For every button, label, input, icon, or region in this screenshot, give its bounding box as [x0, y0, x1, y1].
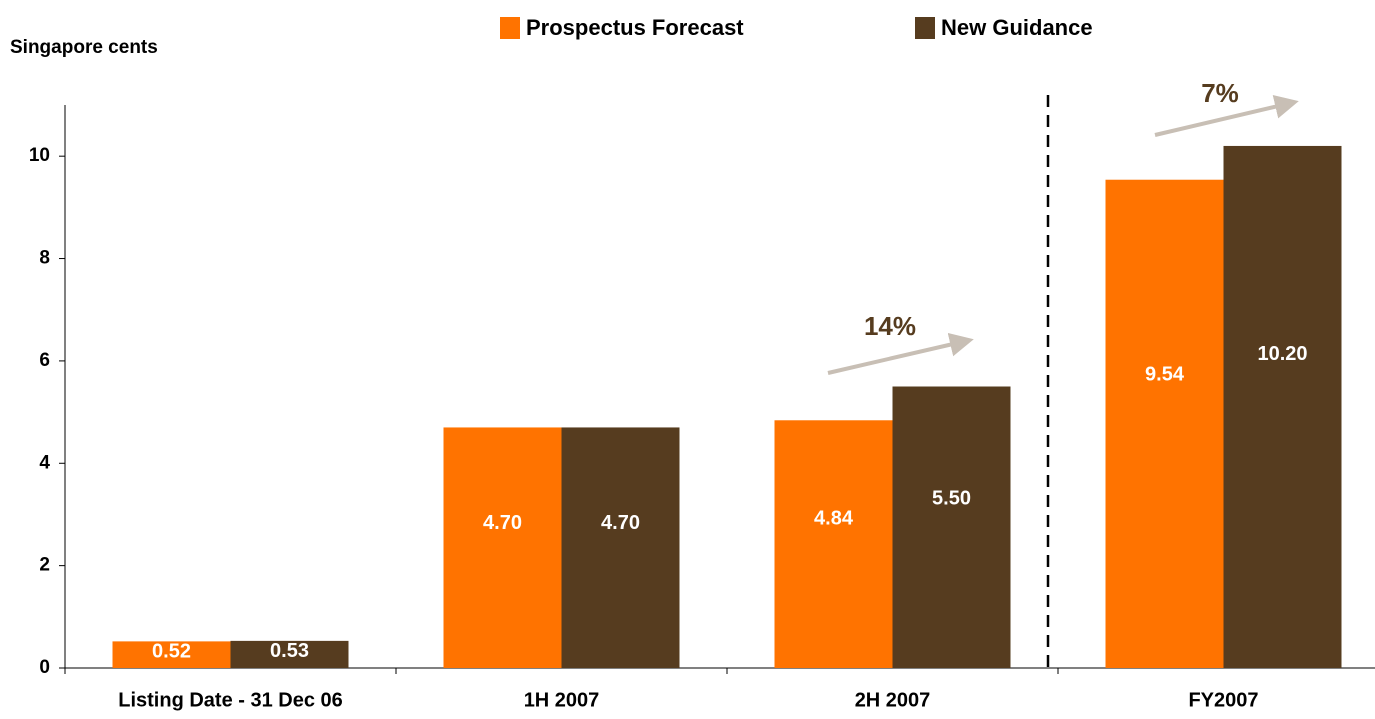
y-tick-label: 4: [39, 452, 50, 473]
bar: [1105, 179, 1224, 668]
bar: [1223, 145, 1342, 669]
x-tick-label: FY2007: [1188, 689, 1258, 711]
bar: [112, 641, 231, 668]
value-label: 4.70: [601, 512, 640, 534]
bar: [774, 420, 893, 668]
value-label: 4.70: [483, 512, 522, 534]
legend-label: New Guidance: [941, 15, 1093, 40]
bar: [230, 640, 349, 668]
y-tick-label: 2: [39, 555, 50, 576]
legend-swatch: [915, 17, 935, 39]
value-label: 0.53: [270, 640, 309, 662]
bar: [443, 427, 562, 668]
annotation: 14%: [864, 311, 916, 341]
growth-arrow: [1154, 94, 1299, 137]
value-label: 10.20: [1257, 343, 1307, 365]
value-label: 9.54: [1145, 363, 1185, 385]
value-label: 4.84: [814, 508, 854, 530]
bar: [561, 427, 680, 668]
y-tick-label: 10: [29, 145, 50, 166]
y-tick-label: 6: [39, 350, 50, 371]
x-tick-label: 2H 2007: [855, 689, 931, 711]
y-tick-label: 0: [39, 657, 50, 678]
growth-arrow: [827, 332, 974, 375]
value-label: 5.50: [932, 487, 971, 509]
x-tick-label: 1H 2007: [524, 689, 600, 711]
annotation: 7%: [1201, 78, 1239, 108]
value-label: 0.52: [152, 640, 191, 662]
y-axis-label: Singapore cents: [10, 37, 158, 58]
legend-label: Prospectus Forecast: [526, 15, 744, 40]
bar: [892, 386, 1011, 668]
legend-swatch: [500, 17, 520, 39]
y-tick-label: 8: [39, 248, 50, 269]
x-tick-label: Listing Date - 31 Dec 06: [118, 689, 343, 711]
